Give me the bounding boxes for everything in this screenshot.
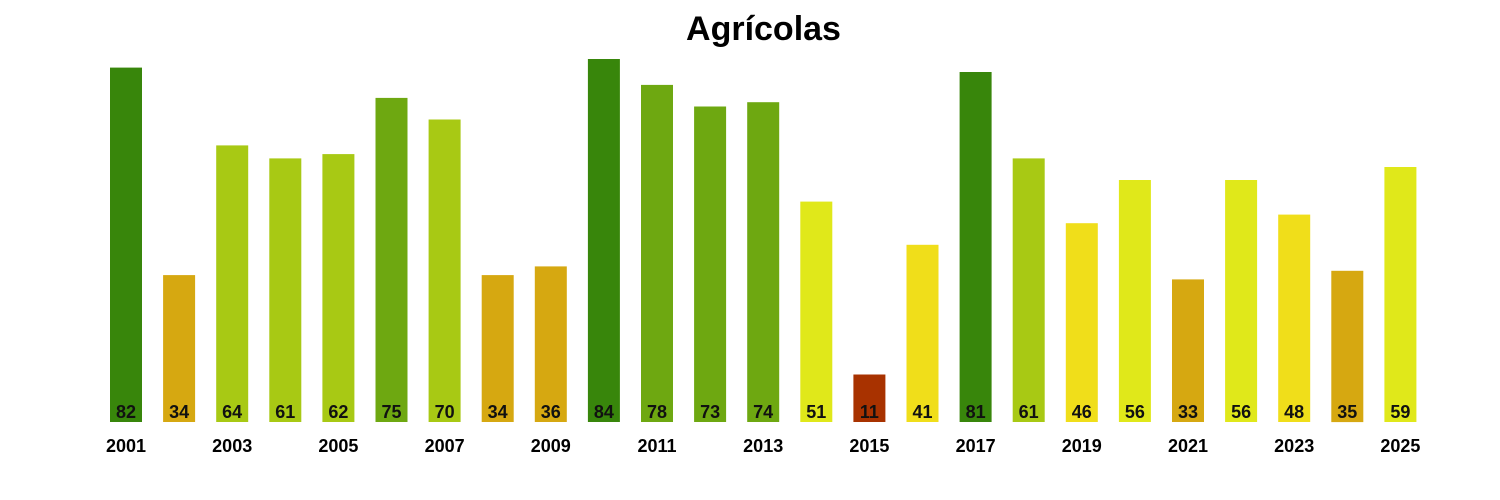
value-label-2015: 11 (860, 402, 879, 422)
value-label-2005: 62 (328, 402, 348, 422)
value-label-2004: 61 (275, 402, 295, 422)
bar-2006 (375, 97, 408, 423)
value-label-2021: 33 (1178, 402, 1198, 422)
x-tick-label-2009: 2009 (531, 436, 571, 456)
value-label-2022: 56 (1231, 402, 1251, 422)
value-label-2003: 64 (222, 402, 242, 422)
value-label-2011: 78 (647, 402, 667, 422)
value-label-2020: 56 (1125, 402, 1145, 422)
bar-2004 (269, 158, 302, 422)
value-label-2012: 73 (700, 402, 720, 422)
value-label-2023: 48 (1284, 402, 1304, 422)
value-label-2025: 59 (1390, 402, 1410, 422)
value-label-2016: 41 (912, 402, 932, 422)
bar-2002 (163, 275, 196, 422)
value-label-2024: 35 (1337, 402, 1357, 422)
value-label-2017: 81 (966, 402, 986, 422)
x-tick-label-2013: 2013 (743, 436, 783, 456)
bar-2021 (1172, 279, 1204, 422)
bar-2008 (481, 275, 514, 422)
value-label-2018: 61 (1019, 402, 1039, 422)
value-label-2006: 75 (381, 402, 401, 422)
bar-2015 (853, 374, 886, 422)
x-tick-label-2003: 2003 (212, 436, 252, 456)
bars-group (110, 59, 1417, 423)
x-tick-label-2025: 2025 (1380, 436, 1420, 456)
value-label-2014: 51 (806, 402, 826, 422)
bar-2011 (641, 84, 673, 423)
bar-2013 (747, 102, 780, 422)
bar-2010 (587, 59, 620, 422)
bar-2023 (1278, 214, 1311, 422)
value-label-2002: 34 (169, 402, 189, 422)
x-axis-ticks: 2001 2003 2005 2007 2009 2011 2013 2015 2017 2019… (106, 436, 1420, 456)
x-tick-label-2011: 2011 (637, 436, 676, 456)
value-label-2010: 84 (594, 402, 614, 422)
bar-2003 (216, 145, 249, 422)
bar-2009 (534, 266, 567, 422)
bar-2001 (110, 67, 142, 422)
bar-2019 (1065, 223, 1098, 422)
x-tick-label-2005: 2005 (318, 436, 358, 456)
bar-2025 (1384, 167, 1417, 422)
bar-2007 (428, 119, 461, 422)
x-tick-label-2023: 2023 (1274, 436, 1314, 456)
value-label-2007: 70 (435, 402, 455, 422)
bar-2018 (1012, 158, 1045, 422)
value-label-2019: 46 (1072, 402, 1092, 422)
bar-2017 (959, 72, 992, 422)
bar-2020 (1118, 180, 1151, 422)
bar-2005 (322, 154, 355, 422)
x-tick-label-2001: 2001 (106, 436, 146, 456)
bar-2024 (1331, 270, 1364, 423)
bar-2016 (906, 244, 939, 422)
value-label-2001: 82 (116, 402, 136, 422)
value-label-2013: 74 (753, 402, 773, 422)
value-label-2008: 34 (488, 402, 508, 422)
x-tick-label-2007: 2007 (425, 436, 465, 456)
value-label-2009: 36 (541, 402, 561, 422)
bar-2022 (1225, 180, 1258, 422)
x-tick-label-2017: 2017 (956, 436, 996, 456)
x-tick-label-2019: 2019 (1062, 436, 1102, 456)
value-labels-group: 82 34 64 61 62 75 70 34 36 84 78 73 74 51 11 41 81 61 46 56… (116, 402, 1410, 422)
chart-title: Agrícolas (686, 10, 841, 48)
x-tick-label-2015: 2015 (849, 436, 889, 456)
x-tick-label-2021: 2021 (1168, 436, 1208, 456)
bar-2012 (694, 106, 727, 422)
bar-2014 (800, 201, 833, 422)
